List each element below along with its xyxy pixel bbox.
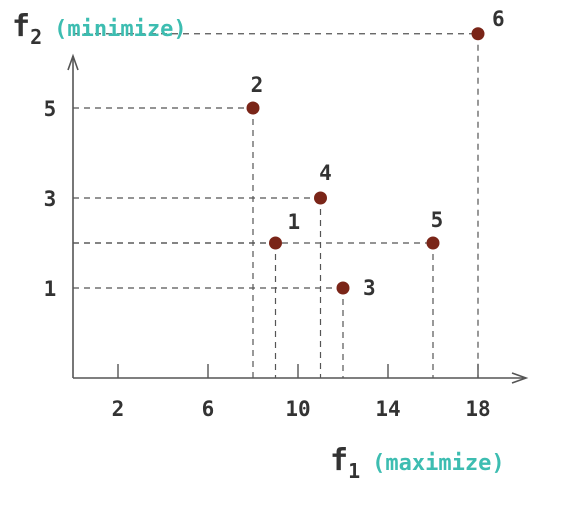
x-axis-note: (maximize): [372, 451, 504, 476]
x-axis-title: f1 (maximize): [330, 443, 505, 483]
dashed-guides: [73, 33, 479, 378]
x-axis-var: f: [330, 443, 348, 478]
x-tick-label-10: 10: [285, 397, 310, 421]
y-axis-arrowhead: [67, 53, 79, 71]
point-5: [426, 236, 440, 250]
point-label-4: 4: [319, 161, 332, 185]
y-tick-label-3: 3: [44, 187, 57, 211]
data-points: 1 2 3 4 5 6: [246, 7, 505, 300]
point-6: [471, 27, 485, 41]
point-label-1: 1: [288, 210, 301, 234]
x-tick-label-18: 18: [465, 397, 490, 421]
point-label-5: 5: [431, 208, 444, 232]
axes: [67, 53, 529, 384]
point-label-2: 2: [251, 73, 264, 97]
point-4: [314, 191, 327, 205]
x-tick-label-2: 2: [112, 397, 125, 421]
point-1: [269, 236, 282, 250]
y-axis-var: f: [12, 9, 30, 44]
point-3: [336, 281, 350, 295]
point-label-6: 6: [492, 7, 505, 31]
x-axis-subscript: 1: [348, 459, 360, 483]
y-axis-subscript: 2: [30, 25, 42, 49]
point-2: [246, 101, 260, 115]
y-tick-label-1: 1: [44, 277, 57, 301]
y-axis-title: f2 (minimize): [12, 9, 187, 49]
x-tick-label-14: 14: [375, 397, 400, 421]
point-label-3: 3: [363, 276, 376, 300]
y-tick-label-5: 5: [44, 97, 57, 121]
x-axis-arrowhead: [511, 372, 529, 384]
x-tick-label-6: 6: [202, 397, 215, 421]
y-axis-note: (minimize): [54, 17, 186, 42]
